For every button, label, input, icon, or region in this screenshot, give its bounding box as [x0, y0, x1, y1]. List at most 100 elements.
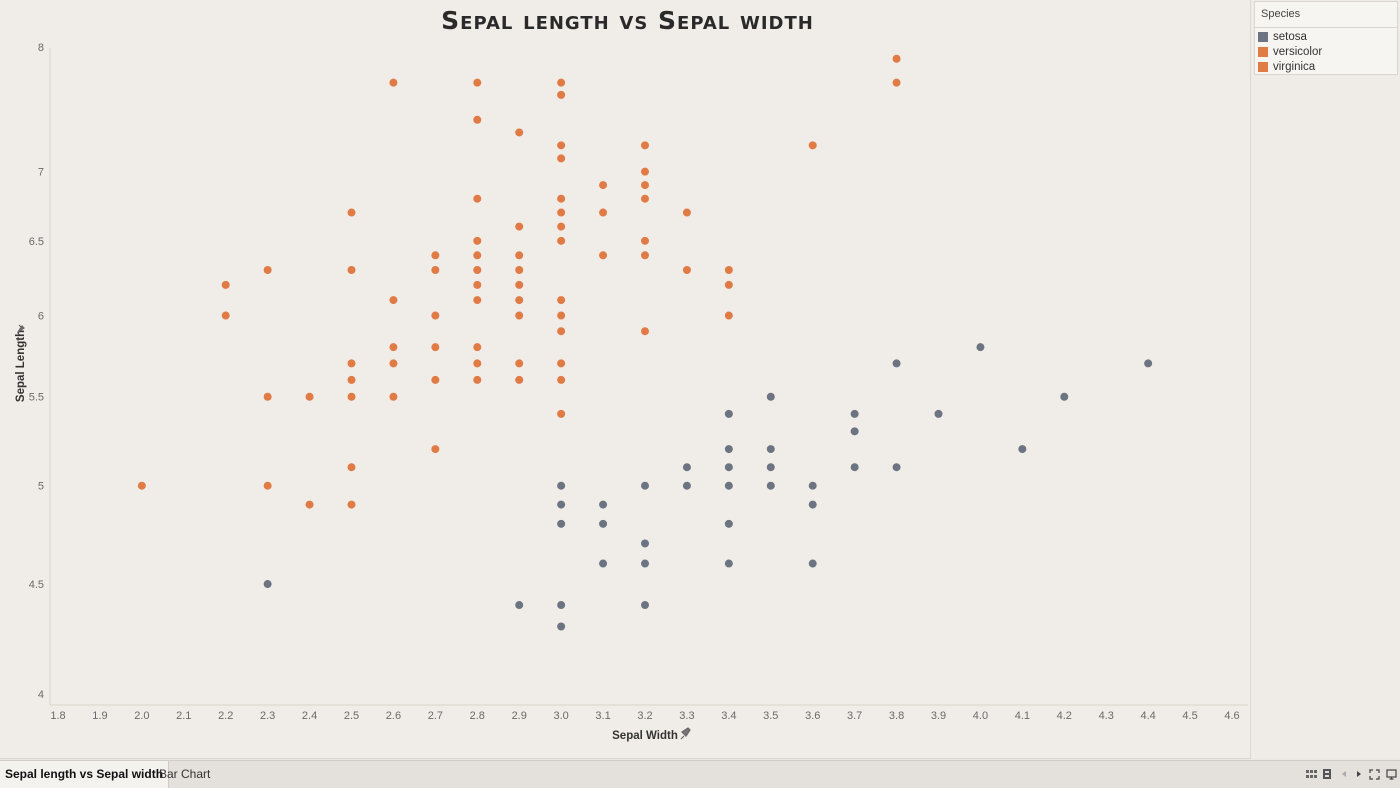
data-point-virginica[interactable]: [557, 78, 566, 87]
data-point-versicolor[interactable]: [557, 327, 566, 336]
data-point-versicolor[interactable]: [347, 463, 356, 472]
data-point-setosa[interactable]: [557, 622, 566, 631]
data-point-virginica[interactable]: [641, 141, 649, 150]
data-point-versicolor[interactable]: [137, 481, 146, 490]
data-point-versicolor[interactable]: [221, 280, 230, 289]
data-point-versicolor[interactable]: [515, 280, 524, 289]
data-point-versicolor[interactable]: [389, 359, 398, 368]
fullscreen-icon[interactable]: [1368, 769, 1380, 781]
data-point-setosa[interactable]: [724, 409, 733, 418]
data-point-virginica[interactable]: [808, 141, 817, 150]
data-point-virginica[interactable]: [473, 78, 482, 87]
data-point-setosa[interactable]: [599, 500, 608, 509]
data-point-versicolor[interactable]: [557, 409, 566, 418]
data-point-versicolor[interactable]: [431, 265, 440, 274]
data-point-versicolor[interactable]: [641, 194, 649, 203]
data-point-versicolor[interactable]: [599, 208, 608, 217]
data-point-setosa[interactable]: [766, 463, 775, 472]
data-point-setosa[interactable]: [557, 500, 566, 509]
data-point-versicolor[interactable]: [557, 222, 566, 231]
data-point-setosa[interactable]: [724, 463, 733, 472]
data-point-setosa[interactable]: [682, 463, 691, 472]
data-point-versicolor[interactable]: [263, 265, 272, 274]
data-point-virginica[interactable]: [515, 128, 524, 137]
sheet-sorter-icon[interactable]: [1305, 769, 1317, 781]
data-point-setosa[interactable]: [850, 463, 859, 472]
data-point-setosa[interactable]: [724, 519, 733, 528]
data-point-versicolor[interactable]: [724, 311, 733, 320]
data-point-versicolor[interactable]: [347, 265, 356, 274]
data-point-versicolor[interactable]: [515, 265, 524, 274]
data-point-setosa[interactable]: [766, 445, 775, 454]
data-point-versicolor[interactable]: [221, 311, 230, 320]
data-point-versicolor[interactable]: [515, 359, 524, 368]
tab-bar-chart[interactable]: Bar Chart: [159, 767, 211, 781]
data-point-setosa[interactable]: [1144, 359, 1153, 368]
data-point-setosa[interactable]: [599, 559, 608, 568]
data-point-versicolor[interactable]: [473, 296, 482, 305]
legend-item-setosa[interactable]: setosa: [1258, 29, 1307, 44]
tab-sepal-length-vs-sepal-width[interactable]: Sepal length vs Sepal width: [0, 761, 170, 788]
data-point-setosa[interactable]: [557, 601, 566, 610]
data-point-versicolor[interactable]: [473, 280, 482, 289]
data-point-setosa[interactable]: [682, 481, 691, 490]
data-point-versicolor[interactable]: [557, 236, 566, 245]
data-point-versicolor[interactable]: [515, 251, 524, 260]
data-point-versicolor[interactable]: [431, 251, 440, 260]
data-point-setosa[interactable]: [934, 409, 943, 418]
data-point-versicolor[interactable]: [389, 343, 398, 352]
data-point-versicolor[interactable]: [515, 311, 524, 320]
data-point-versicolor[interactable]: [641, 236, 649, 245]
data-point-versicolor[interactable]: [557, 359, 566, 368]
data-point-setosa[interactable]: [808, 559, 817, 568]
data-point-versicolor[interactable]: [347, 359, 356, 368]
legend-item-virginica[interactable]: virginica: [1258, 59, 1315, 74]
data-point-versicolor[interactable]: [473, 375, 482, 384]
data-point-setosa[interactable]: [850, 409, 859, 418]
data-point-setosa[interactable]: [557, 481, 566, 490]
data-point-setosa[interactable]: [766, 481, 775, 490]
data-point-versicolor[interactable]: [641, 167, 649, 176]
data-point-setosa[interactable]: [1060, 392, 1069, 401]
data-point-setosa[interactable]: [808, 500, 817, 509]
data-point-versicolor[interactable]: [473, 251, 482, 260]
data-point-virginica[interactable]: [557, 154, 566, 163]
data-point-versicolor[interactable]: [473, 359, 482, 368]
data-point-versicolor[interactable]: [557, 375, 566, 384]
data-point-setosa[interactable]: [724, 445, 733, 454]
data-point-versicolor[interactable]: [347, 500, 356, 509]
data-point-virginica[interactable]: [557, 90, 566, 99]
data-point-versicolor[interactable]: [305, 392, 314, 401]
data-point-versicolor[interactable]: [263, 481, 272, 490]
data-point-setosa[interactable]: [515, 601, 524, 610]
data-point-virginica[interactable]: [892, 54, 901, 63]
data-point-versicolor[interactable]: [557, 194, 566, 203]
scatter-plot[interactable]: 4 4.5 5 5.5 6 6.5 7 8 1.8 1.9 2.0 2.1 2.2 2.3 2.4 2.5 2.…: [0, 0, 1250, 758]
data-point-versicolor[interactable]: [599, 251, 608, 260]
data-point-virginica[interactable]: [473, 115, 482, 124]
data-point-setosa[interactable]: [557, 519, 566, 528]
data-point-versicolor[interactable]: [431, 343, 440, 352]
data-point-versicolor[interactable]: [599, 181, 608, 190]
data-point-versicolor[interactable]: [347, 375, 356, 384]
data-point-setosa[interactable]: [641, 481, 649, 490]
data-point-setosa[interactable]: [641, 601, 649, 610]
data-point-versicolor[interactable]: [473, 236, 482, 245]
data-point-setosa[interactable]: [892, 359, 901, 368]
data-point-versicolor[interactable]: [641, 181, 649, 190]
filmstrip-icon[interactable]: [1321, 769, 1333, 781]
data-point-versicolor[interactable]: [389, 296, 398, 305]
prev-icon[interactable]: [1338, 769, 1350, 781]
x-axis-title[interactable]: Sepal Width: [612, 730, 678, 742]
data-point-versicolor[interactable]: [682, 265, 691, 274]
data-point-versicolor[interactable]: [473, 194, 482, 203]
data-point-setosa[interactable]: [1018, 445, 1027, 454]
data-point-setosa[interactable]: [641, 559, 649, 568]
next-icon[interactable]: [1353, 769, 1365, 781]
data-point-setosa[interactable]: [850, 427, 859, 436]
data-point-versicolor[interactable]: [305, 500, 314, 509]
data-point-versicolor[interactable]: [557, 208, 566, 217]
legend-item-versicolor[interactable]: versicolor: [1258, 44, 1322, 59]
data-point-setosa[interactable]: [724, 481, 733, 490]
species-legend[interactable]: Species setosa versicolor virginica: [1254, 1, 1398, 75]
